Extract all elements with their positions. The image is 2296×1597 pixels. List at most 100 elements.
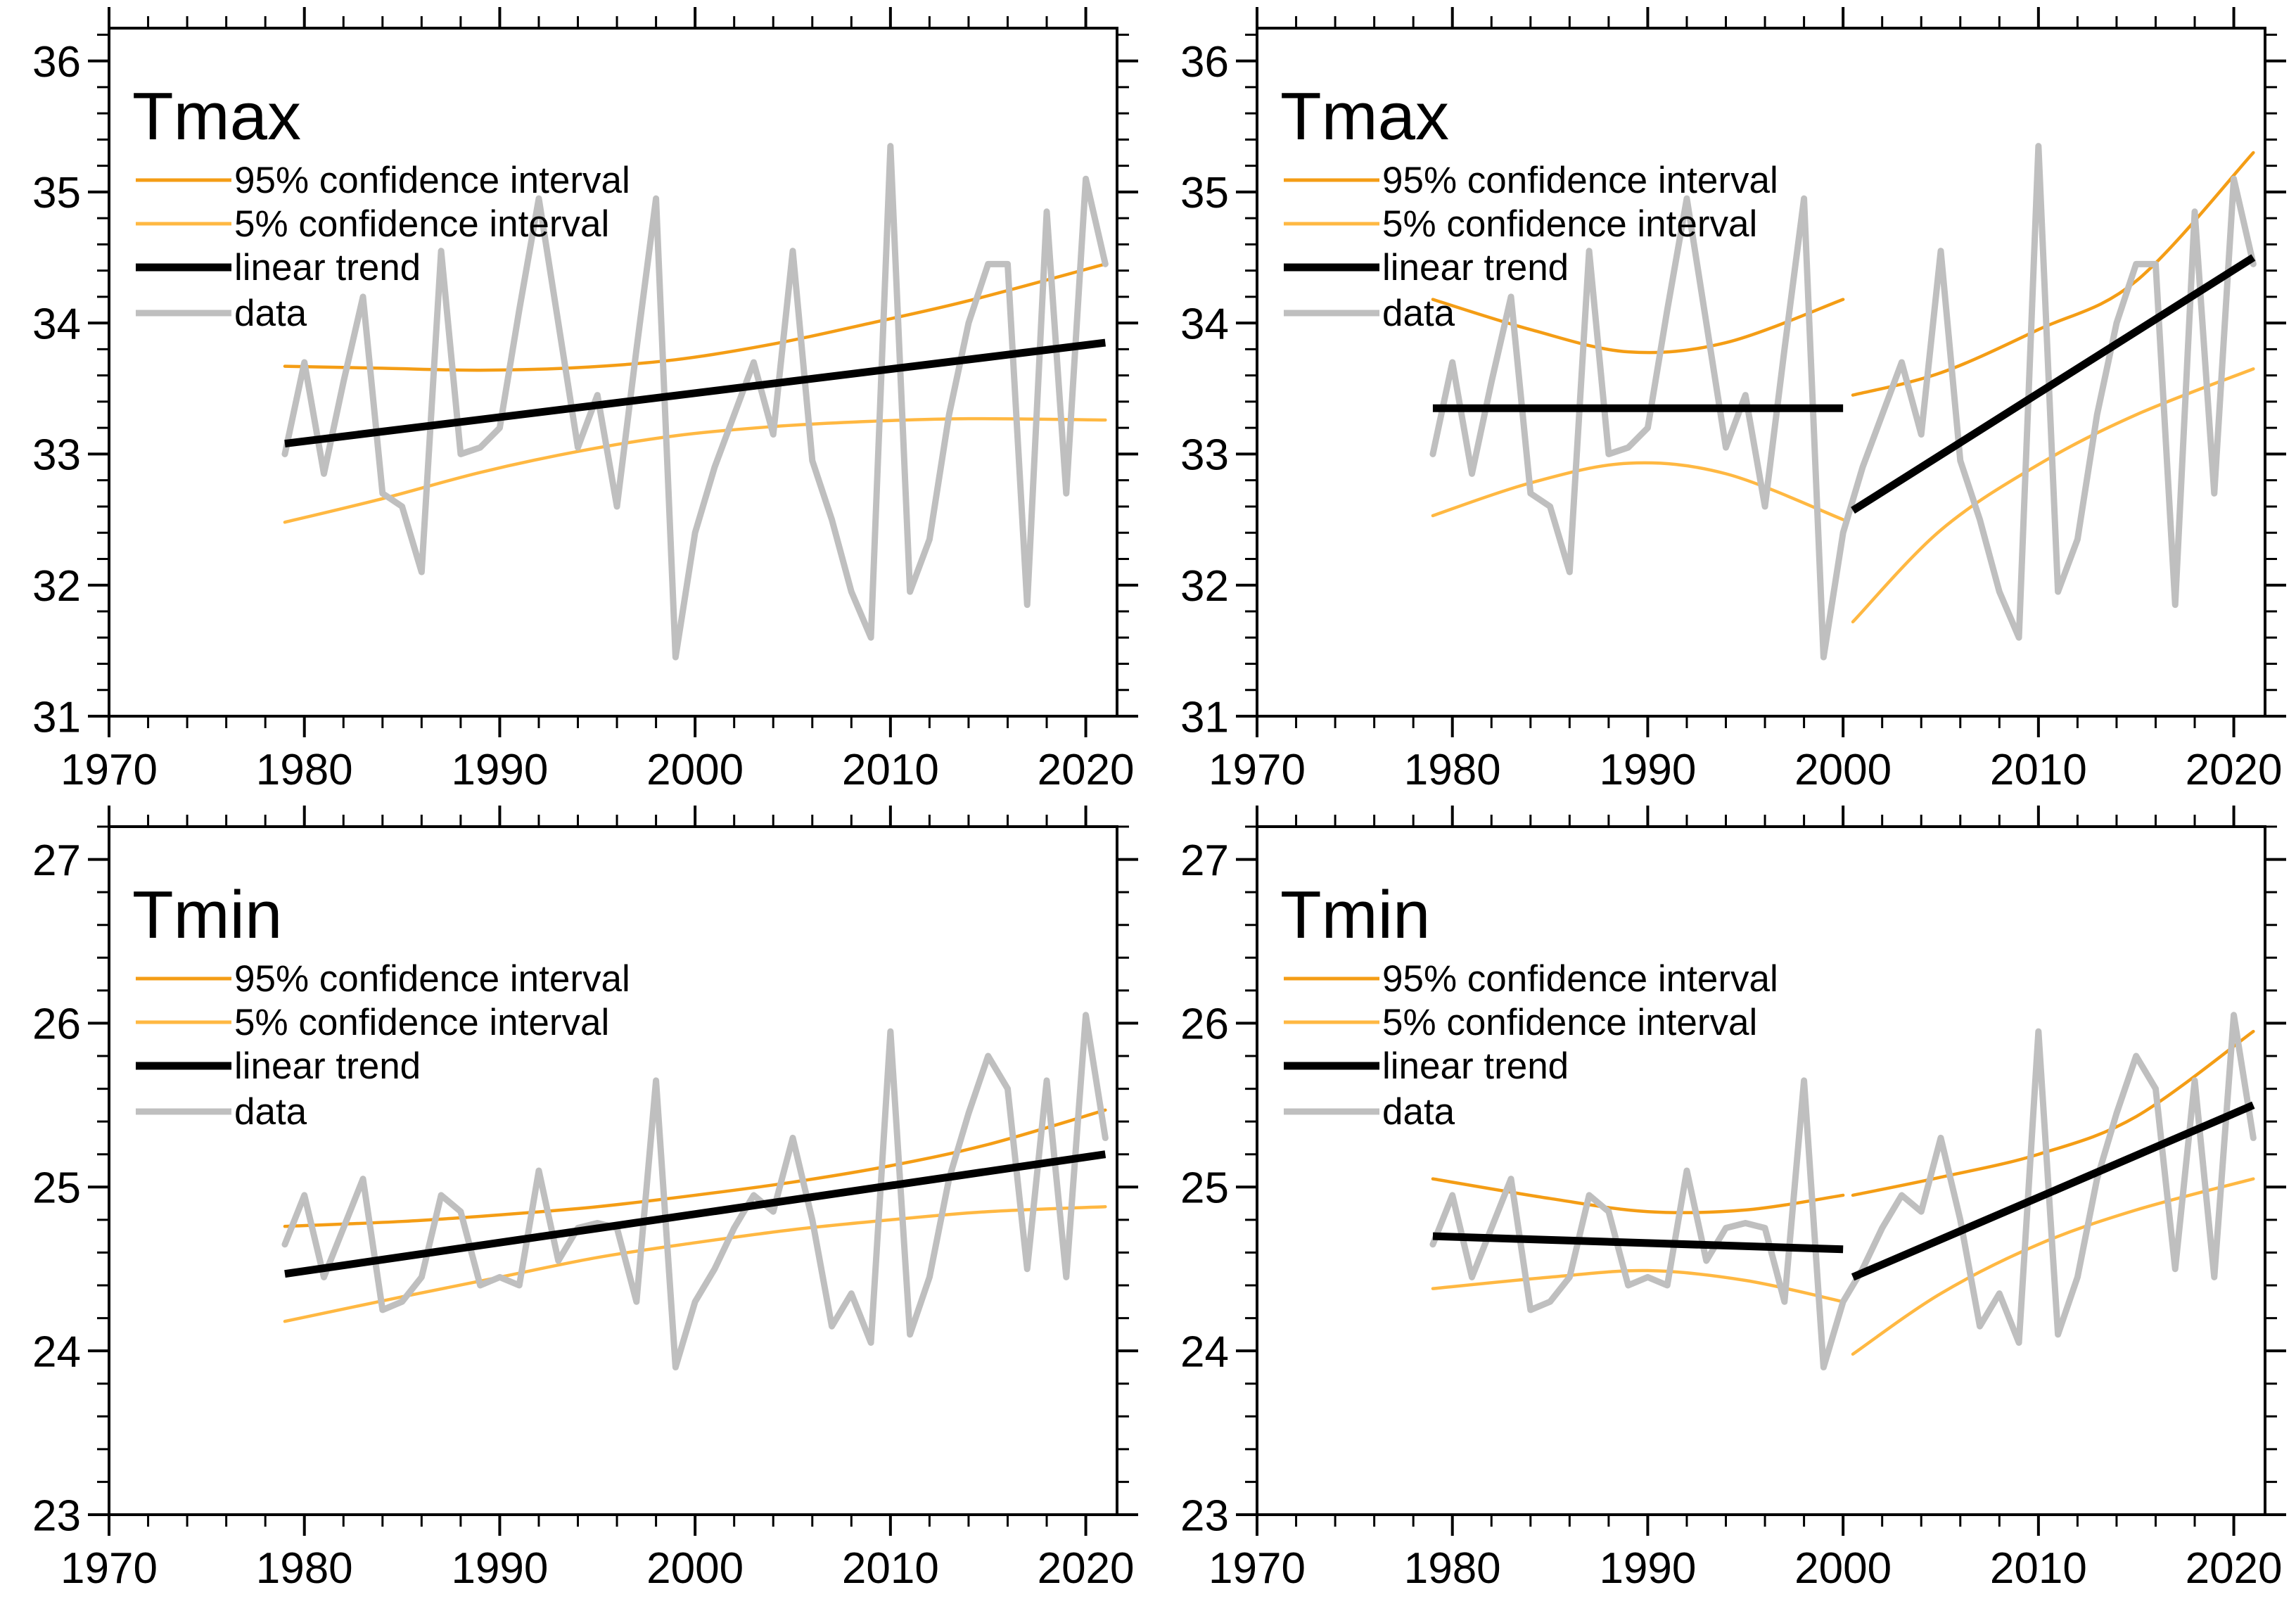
legend-item-trend: linear trend xyxy=(1284,247,1569,288)
x-tick-label: 1970 xyxy=(60,746,158,794)
tick-labels-tmax-single-trend: 1970 1980 1990 2000 2010 2020 31 32 33 34 35 36 xyxy=(32,38,1135,794)
legend-item-ci95-label: 95% confidence interval xyxy=(234,160,630,201)
x-tick-label: 2010 xyxy=(842,746,939,794)
y-tick-label: 31 xyxy=(1180,693,1229,742)
legend-item-data-label: data xyxy=(234,293,307,334)
legend-item-data: data xyxy=(136,1091,307,1133)
panel-title: Tmin xyxy=(132,877,282,953)
ci-5-curve xyxy=(1851,367,2255,624)
y-tick-label: 36 xyxy=(32,38,81,87)
legend-item-ci95: 95% confidence interval xyxy=(136,958,630,1000)
tmin-single-trend-chart: 1970 1980 1990 2000 2010 2020 23 24 25 26 27 Tmin 95… xyxy=(32,806,1138,1593)
y-tick-label: 25 xyxy=(32,1164,81,1213)
y-tick-label: 35 xyxy=(32,169,81,217)
ci-95-curve xyxy=(283,262,1107,372)
y-tick-label: 23 xyxy=(1180,1491,1229,1540)
trend-line xyxy=(1851,1101,2255,1281)
panel-tmin-breakpoint-trend: 1970 1980 1990 2000 2010 2020 23 24 25 26 27 Tmin 95… xyxy=(1148,798,2296,1597)
ci-5-curve xyxy=(1431,1268,1845,1304)
legend-item-ci5: 5% confidence interval xyxy=(136,203,609,245)
y-tick-label: 36 xyxy=(1180,38,1229,87)
tick-labels-tmin-single-trend: 1970 1980 1990 2000 2010 2020 23 24 25 26 27 xyxy=(32,836,1135,1593)
y-tick-label: 24 xyxy=(32,1328,81,1376)
panel-tmin-single-trend: 1970 1980 1990 2000 2010 2020 23 24 25 26 27 Tmin 95… xyxy=(0,798,1148,1597)
legend-item-trend-label: linear trend xyxy=(1382,247,1569,288)
legend-item-ci5: 5% confidence interval xyxy=(1284,1002,1757,1043)
tick-labels-tmin-breakpoint-trend: 1970 1980 1990 2000 2010 2020 23 24 25 26 27 xyxy=(1180,836,2283,1593)
panel-title: Tmax xyxy=(132,79,301,154)
linear-trend xyxy=(1432,254,2256,514)
ci-95-curve xyxy=(1431,1177,1845,1214)
y-tick-label: 23 xyxy=(32,1491,81,1540)
ci-5-curve xyxy=(1431,461,1845,521)
legend-item-ci95-label: 95% confidence interval xyxy=(234,958,630,1000)
axes-tmin-single-trend xyxy=(88,806,1138,1536)
legend-item-ci95: 95% confidence interval xyxy=(1284,160,1778,201)
x-tick-label: 1970 xyxy=(60,1544,158,1593)
trend-line xyxy=(284,1150,1106,1278)
x-tick-label: 1980 xyxy=(1404,1544,1501,1593)
trend-line xyxy=(1432,1232,1844,1254)
legend-item-ci95: 95% confidence interval xyxy=(136,160,630,201)
x-tick-label: 1970 xyxy=(1208,1544,1306,1593)
legend-item-ci5-label: 5% confidence interval xyxy=(234,203,609,245)
ci-5-curve xyxy=(283,416,1107,524)
trend-line xyxy=(1851,254,2256,514)
tick-labels-tmax-breakpoint-trend: 1970 1980 1990 2000 2010 2020 31 32 33 34 35 36 xyxy=(1180,38,2283,794)
x-tick-label: 2020 xyxy=(2186,746,2283,794)
legend-item-ci5-label: 5% confidence interval xyxy=(1382,1002,1757,1043)
x-tick-label: 2000 xyxy=(1794,746,1892,794)
panel-tmax-breakpoint-trend: 1970 1980 1990 2000 2010 2020 31 32 33 34 35 36 Tmax… xyxy=(1148,0,2296,798)
legend-item-ci95: 95% confidence interval xyxy=(1284,958,1778,1000)
x-tick-label: 2000 xyxy=(646,1544,744,1593)
axes-tmax-single-trend xyxy=(88,7,1138,737)
x-tick-label: 2010 xyxy=(1990,746,2087,794)
legend-item-ci5: 5% confidence interval xyxy=(1284,203,1757,245)
x-tick-label: 1990 xyxy=(1599,1544,1696,1593)
ci-5-curve xyxy=(283,1204,1107,1323)
tmax-breakpoint-trend-chart: 1970 1980 1990 2000 2010 2020 31 32 33 34 35 36 Tmax… xyxy=(1180,7,2286,794)
legend-item-data: data xyxy=(1284,1091,1455,1133)
y-tick-label: 27 xyxy=(32,836,81,885)
y-tick-label: 32 xyxy=(1180,562,1229,611)
linear-trend xyxy=(1432,1101,2255,1281)
legend-item-trend-label: linear trend xyxy=(234,1045,421,1087)
x-tick-label: 2020 xyxy=(2186,1544,2283,1593)
x-tick-label: 1990 xyxy=(1599,746,1696,794)
legend-item-trend-label: linear trend xyxy=(1382,1045,1569,1087)
x-tick-label: 2020 xyxy=(1038,746,1135,794)
y-tick-label: 33 xyxy=(1180,431,1229,480)
x-tick-label: 2000 xyxy=(1794,1544,1892,1593)
x-tick-label: 2000 xyxy=(646,746,744,794)
x-tick-label: 2010 xyxy=(842,1544,939,1593)
y-tick-label: 32 xyxy=(32,562,81,611)
confidence-interval-curves xyxy=(283,1108,1107,1323)
legend-item-trend-label: linear trend xyxy=(234,247,421,288)
legend-item-trend: linear trend xyxy=(136,1045,421,1087)
legend-item-data: data xyxy=(1284,293,1455,334)
data-series-tmin xyxy=(1429,1012,2257,1370)
y-tick-label: 35 xyxy=(1180,169,1229,217)
panel-tmax-single-trend: 1970 1980 1990 2000 2010 2020 31 32 33 34 35 36 Tmax… xyxy=(0,0,1148,798)
tmax-single-trend-chart: 1970 1980 1990 2000 2010 2020 31 32 33 34 35 36 Tmax… xyxy=(32,7,1138,794)
axes-tmin-breakpoint-trend xyxy=(1236,806,2286,1536)
legend-item-data-label: data xyxy=(234,1091,307,1133)
legend-item-ci5-label: 5% confidence interval xyxy=(234,1002,609,1043)
x-tick-label: 1990 xyxy=(451,1544,548,1593)
y-tick-label: 34 xyxy=(1180,300,1229,348)
x-tick-label: 1980 xyxy=(1404,746,1501,794)
x-tick-label: 1990 xyxy=(451,746,548,794)
y-tick-label: 26 xyxy=(32,1000,81,1049)
trend-line xyxy=(284,338,1106,447)
panel-title: Tmin xyxy=(1280,877,1430,953)
x-tick-label: 2020 xyxy=(1038,1544,1135,1593)
legend-item-trend: linear trend xyxy=(136,247,421,288)
legend-item-ci95-label: 95% confidence interval xyxy=(1382,958,1778,1000)
panel-title: Tmax xyxy=(1280,79,1449,154)
x-tick-label: 1980 xyxy=(256,1544,353,1593)
legend-item-data: data xyxy=(136,293,307,334)
y-tick-label: 24 xyxy=(1180,1328,1229,1376)
